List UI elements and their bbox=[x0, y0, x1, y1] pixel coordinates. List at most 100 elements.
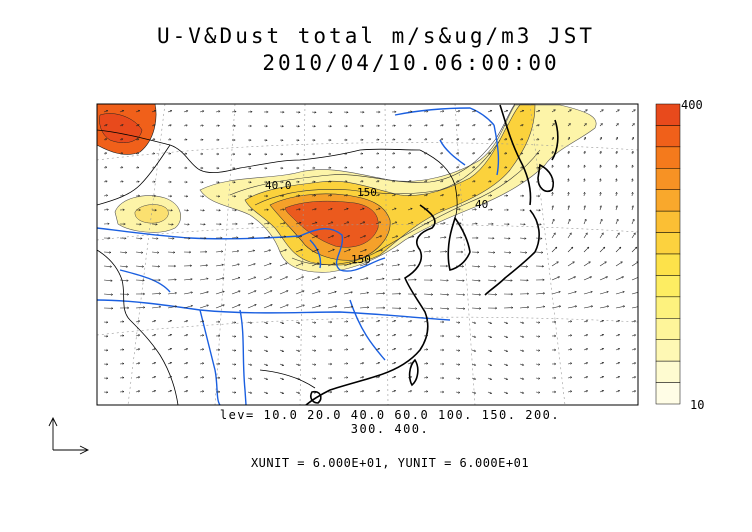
wind-arrow bbox=[455, 377, 460, 380]
wind-arrow-head bbox=[265, 363, 269, 367]
wind-arrow-head bbox=[456, 166, 460, 169]
wind-arrow-head bbox=[476, 236, 479, 240]
wind-arrow-head bbox=[474, 208, 477, 211]
wind-arrow bbox=[567, 192, 569, 197]
wind-arrow-head bbox=[237, 263, 240, 266]
wind-arrow-head bbox=[381, 263, 384, 266]
wind-arrow-head bbox=[268, 249, 272, 252]
wind-arrow-head bbox=[330, 348, 333, 352]
wind-arrow bbox=[487, 166, 492, 169]
wind-arrow bbox=[295, 249, 303, 253]
wind-arrow bbox=[231, 263, 240, 267]
wind-arrow bbox=[343, 277, 353, 281]
wind-arrow-head bbox=[521, 391, 525, 394]
wind-arrow-head bbox=[622, 290, 625, 294]
wind-arrow bbox=[503, 321, 508, 324]
wind-arrow bbox=[199, 291, 209, 295]
wind-arrow bbox=[167, 320, 172, 323]
wind-arrow bbox=[359, 194, 364, 197]
wind-arrow-head bbox=[140, 237, 143, 240]
wind-arrow-head bbox=[346, 390, 349, 393]
wind-arrow-head bbox=[409, 376, 413, 379]
wind-arrow bbox=[151, 362, 156, 365]
wind-arrow bbox=[167, 110, 172, 113]
wind-arrow bbox=[487, 363, 492, 366]
wind-arrow bbox=[567, 390, 572, 393]
wind-arrow bbox=[487, 265, 496, 268]
wind-arrow-head bbox=[153, 109, 157, 113]
graticule bbox=[97, 104, 638, 405]
wind-arrow-head bbox=[122, 348, 125, 351]
wind-arrow-head bbox=[218, 110, 221, 113]
wind-arrow-head bbox=[189, 250, 192, 254]
wind-arrow-head bbox=[142, 292, 146, 296]
wind-arrow-head bbox=[409, 320, 413, 323]
wind-arrow-head bbox=[398, 278, 401, 281]
wind-arrow bbox=[199, 278, 209, 281]
wind-arrow-head bbox=[285, 276, 289, 279]
longitude-line bbox=[214, 104, 236, 405]
wind-arrow-head bbox=[600, 123, 603, 126]
wind-arrow bbox=[359, 221, 366, 225]
wind-arrow bbox=[487, 251, 495, 253]
border bbox=[419, 149, 458, 219]
wind-arrow-head bbox=[552, 123, 555, 126]
wind-arrow-head bbox=[313, 180, 316, 184]
wind-arrow-head bbox=[382, 292, 386, 295]
wind-arrow bbox=[311, 377, 316, 380]
wind-arrow bbox=[391, 376, 396, 379]
wind-arrow-head bbox=[426, 207, 429, 211]
coastline-japan bbox=[484, 209, 540, 296]
wind-arrow-head bbox=[425, 390, 429, 393]
wind-arrow bbox=[231, 321, 237, 323]
wind-arrow-head bbox=[298, 110, 301, 114]
wind-arrow-head bbox=[461, 265, 465, 268]
wind-arrow bbox=[311, 249, 319, 253]
wind-arrow-head bbox=[314, 208, 317, 211]
wind-arrow bbox=[295, 335, 300, 338]
wind-arrow-head bbox=[505, 109, 509, 113]
wind-arrow-head bbox=[361, 320, 365, 323]
wind-arrow-head bbox=[505, 124, 508, 127]
wind-arrow bbox=[503, 251, 511, 253]
wind-arrow-head bbox=[330, 362, 333, 366]
wind-arrow-head bbox=[345, 194, 349, 197]
wind-arrow bbox=[359, 306, 369, 309]
wind-arrow-head bbox=[185, 180, 188, 184]
wind-arrow-head bbox=[378, 207, 381, 211]
wind-arrow bbox=[231, 363, 237, 365]
wind-arrow-head bbox=[313, 349, 317, 352]
wind-arrow-head bbox=[442, 362, 445, 366]
wind-arrow bbox=[295, 391, 300, 394]
colorbar-swatch bbox=[655, 275, 681, 298]
wind-arrow bbox=[343, 249, 351, 253]
wind-arrow bbox=[455, 307, 465, 310]
wind-arrow-head bbox=[361, 348, 365, 351]
wind-arrow-head bbox=[584, 123, 587, 126]
wind-arrow bbox=[615, 320, 620, 323]
wind-arrow bbox=[391, 390, 396, 393]
river bbox=[97, 227, 386, 272]
wind-arrow-head bbox=[425, 194, 429, 197]
wind-arrow-head bbox=[270, 290, 273, 293]
wind-arrow-head bbox=[314, 111, 317, 114]
wind-arrow bbox=[151, 334, 156, 337]
colorbar-max-label: 400 bbox=[681, 98, 703, 112]
wind-arrow-head bbox=[618, 246, 622, 250]
wind-arrow-head bbox=[377, 333, 381, 337]
wind-arrow-head bbox=[346, 376, 349, 379]
wind-arrow bbox=[375, 320, 380, 323]
longitude-line bbox=[299, 104, 306, 405]
wind-arrow bbox=[343, 221, 350, 225]
wind-arrow-head bbox=[266, 110, 269, 114]
wind-arrow-head bbox=[185, 320, 189, 323]
wind-arrow-head bbox=[572, 261, 575, 264]
wind-arrow-head bbox=[505, 363, 509, 367]
wind-arrow-head bbox=[173, 264, 177, 268]
wind-arrow-head bbox=[284, 249, 288, 252]
wind-arrow bbox=[439, 222, 446, 225]
wind-arrow bbox=[439, 124, 444, 127]
wind-arrow-head bbox=[521, 321, 525, 324]
wind-arrow-head bbox=[393, 319, 397, 323]
wind-arrow-head bbox=[201, 180, 204, 184]
